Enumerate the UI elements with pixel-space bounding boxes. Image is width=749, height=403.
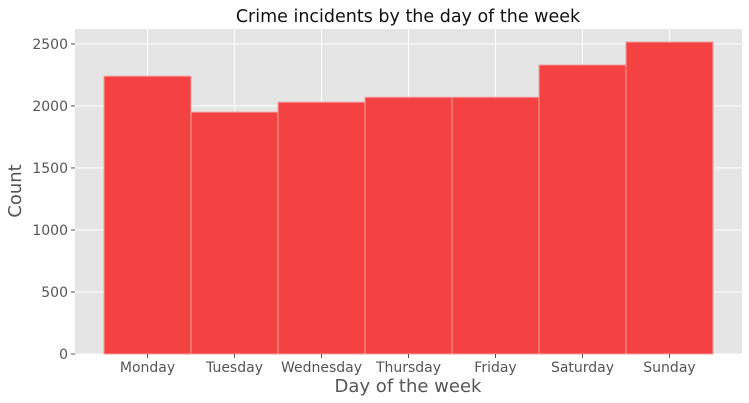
x-tick-label: Saturday [551, 360, 614, 376]
bar-friday [451, 96, 540, 355]
bar-sunday [625, 41, 714, 355]
y-tick-label: 1000 [32, 223, 68, 239]
bar-tuesday [190, 111, 279, 355]
x-tick-label: Thursday [375, 360, 441, 376]
bars [103, 41, 714, 355]
x-tick-label: Wednesday [281, 360, 362, 376]
x-tick-label: Friday [474, 360, 516, 376]
bar-monday [103, 75, 192, 355]
x-tick-label: Monday [120, 360, 175, 376]
y-axis-label: Count [5, 164, 26, 217]
y-tick-label: 2000 [32, 99, 68, 115]
y-tick-label: 500 [41, 285, 68, 301]
y-tick-label: 1500 [32, 161, 68, 177]
bar-thursday [364, 96, 453, 355]
y-tick-label: 0 [59, 347, 68, 363]
y-tick-label: 2500 [32, 37, 68, 53]
bar-saturday [538, 64, 627, 355]
bar-wednesday [277, 101, 366, 355]
y-axis-ticks: 0 500 1000 1500 2000 2500 [32, 37, 75, 363]
x-axis-ticks: Monday Tuesday Wednesday Thursday Friday Satu… [120, 354, 696, 376]
x-axis-label: Day of the week [335, 376, 482, 397]
x-tick-label: Sunday [643, 360, 695, 376]
chart-title: Crime incidents by the day of the week [236, 7, 581, 27]
x-tick-label: Tuesday [205, 360, 263, 376]
